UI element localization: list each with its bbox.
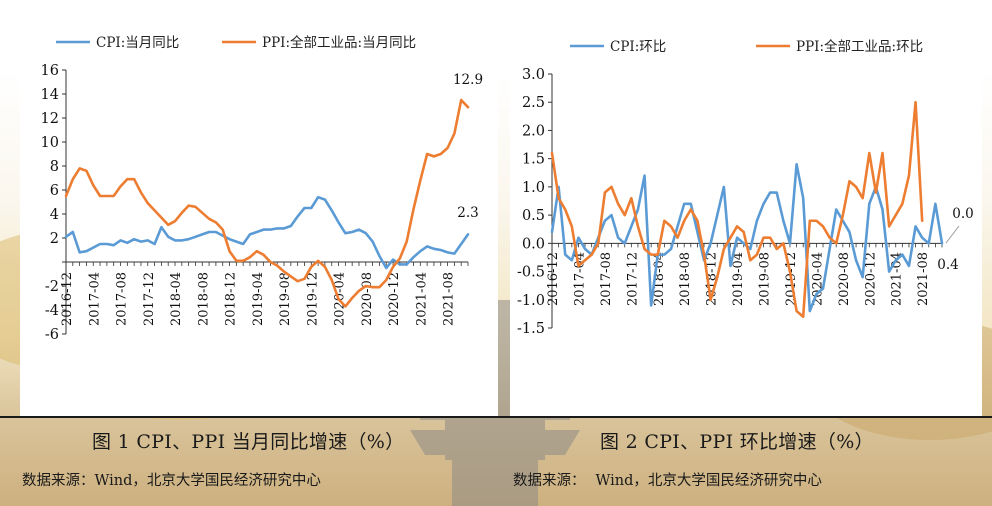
chart1-x-tick-label: 2017-08 xyxy=(115,272,130,326)
chart1-x-tick-label: 2018-12 xyxy=(224,272,239,326)
chart2-legend-label-1: PPI:全部工业品:环比 xyxy=(796,38,923,55)
chart1-x-tick-label: 2020-12 xyxy=(387,272,402,326)
chart2-end-label-0: 0.0 xyxy=(952,206,973,222)
chart2-legend: CPI:环比 PPI:全部工业品:环比 xyxy=(570,38,923,55)
chart2-x-tick-label: 2020-08 xyxy=(837,252,852,306)
chart2-x-tick-label: 2017-04 xyxy=(572,252,587,306)
chart1-y-tick-label: 4 xyxy=(50,207,59,223)
chart-1-svg: CPI:当月同比 PPI:全部工业品:当月同比 -6 -4 -2 2 4 6 8 10 12 14 16… xyxy=(41,34,483,343)
chart1-x-tick-label: 2017-12 xyxy=(142,272,157,326)
chart1-legend-label-0: CPI:当月同比 xyxy=(96,35,179,51)
chart-panel-cpi-ppi-mom: CPI:环比 PPI:全部工业品:环比 -1.5 -1.0 -0.5 0.0 0.5 1.0 1… xyxy=(510,18,982,416)
chart2-legend-label-0: CPI:环比 xyxy=(610,39,666,55)
chart2-end-label-1: 0.4 xyxy=(937,257,958,273)
chart2-y-tick-label: -0.5 xyxy=(517,265,545,281)
chart-2-svg: CPI:环比 PPI:全部工业品:环比 -1.5 -1.0 -0.5 0.0 0.5 1.0 1… xyxy=(517,38,974,337)
chart1-legend: CPI:当月同比 PPI:全部工业品:当月同比 xyxy=(56,34,416,51)
figure-2-source-label: 数据来源： xyxy=(513,473,586,489)
caption-divider-line xyxy=(0,416,992,418)
chart1-y-tick-label: 2 xyxy=(50,231,59,247)
chart2-x-tick-label: 2016-12 xyxy=(546,252,561,306)
chart1-x-tick-label: 2019-04 xyxy=(251,272,266,326)
chart2-x-tick-label: 2020-04 xyxy=(810,252,825,306)
figure-2-caption: 图 2 CPI、PPI 环比增速（%） xyxy=(600,431,874,453)
chart1-y-tick-label: -4 xyxy=(45,303,59,319)
chart2-x-tick-label: 2017-12 xyxy=(625,252,640,306)
chart1-y-tick-label: -6 xyxy=(45,327,59,343)
figure-1-source-label: 数据来源： xyxy=(22,473,95,489)
chart1-y-tick-label: 12 xyxy=(41,111,59,127)
chart1-x-tick-label: 2019-12 xyxy=(305,272,320,326)
chart2-x-tick-label: 2018-08 xyxy=(678,252,693,306)
figure-1-source-text: Wind，北京大学国民经济研究中心 xyxy=(94,473,321,489)
chart1-series-0 xyxy=(64,195,470,270)
chart1-series-1 xyxy=(64,98,470,308)
chart1-x-tick-label: 2020-08 xyxy=(360,272,375,326)
chart1-x-tick-label: 2018-08 xyxy=(196,272,211,326)
chart-panel-cpi-ppi-yoy: CPI:当月同比 PPI:全部工业品:当月同比 -6 -4 -2 2 4 6 8 10 12 14 16… xyxy=(20,18,498,416)
chart2-y-tick-label: -1.0 xyxy=(517,293,545,309)
chart2-y-tick-label: 0.0 xyxy=(522,236,545,252)
chart1-y-tick-label: 14 xyxy=(41,87,59,103)
chart2-y-tick-label: 0.5 xyxy=(522,208,545,224)
chart1-x-tick-label: 2018-04 xyxy=(169,272,184,326)
chart2-end-label-leader-0 xyxy=(945,225,960,244)
figure-1-source: 数据来源：Wind，北京大学国民经济研究中心 xyxy=(22,469,321,490)
chart1-x-tick-label: 2019-08 xyxy=(278,272,293,326)
chart2-y-tick-label: 2.0 xyxy=(522,123,545,139)
figure-2-source-text: Wind，北京大学国民经济研究中心 xyxy=(595,473,822,489)
chart2-series-1-line xyxy=(550,100,924,319)
chart2-y-tick-label: 1.5 xyxy=(522,152,545,168)
chart2-x-tick-label: 2017-08 xyxy=(599,252,614,306)
chart1-x-tick-label: 2016-12 xyxy=(60,272,75,326)
chart1-y-tick-label: 16 xyxy=(41,63,59,79)
chart2-x-tick-label: 2020-12 xyxy=(863,252,878,306)
chart1-series-1-line xyxy=(64,98,470,308)
chart1-x-tick-label: 2017-04 xyxy=(87,272,102,326)
chart1-y-tick-label: 6 xyxy=(50,183,59,199)
chart1-end-label-1: 12.9 xyxy=(453,72,483,88)
figure-1-caption: 图 1 CPI、PPI 当月同比增速（%） xyxy=(92,431,405,453)
chart2-y-tick-label: 3.0 xyxy=(522,67,545,83)
figure-2-source: 数据来源： Wind，北京大学国民经济研究中心 xyxy=(513,469,822,490)
chart1-series-0-line xyxy=(64,195,470,270)
chart1-end-label-0: 2.3 xyxy=(457,205,478,221)
chart2-y-tick-label: 2.5 xyxy=(522,95,545,111)
chart2-x-tick-label: 2021-08 xyxy=(916,252,931,306)
chart2-x-tick-label: 2019-08 xyxy=(758,252,773,306)
chart1-legend-label-1: PPI:全部工业品:当月同比 xyxy=(262,34,416,51)
chart2-y-tick-label: -1.5 xyxy=(517,321,545,337)
chart2-series-1 xyxy=(550,100,924,319)
chart1-y-tick-label: 8 xyxy=(50,159,59,175)
chart2-y-tick-label: 1.0 xyxy=(522,180,545,196)
chart1-y-tick-label: -2 xyxy=(45,279,59,295)
chart1-x-tick-label: 2021-08 xyxy=(442,272,457,326)
chart1-y-tick-label: 10 xyxy=(41,135,59,151)
chart2-x-tick-label: 2019-04 xyxy=(731,252,746,306)
chart1-x-tick-label: 2021-04 xyxy=(414,272,429,326)
